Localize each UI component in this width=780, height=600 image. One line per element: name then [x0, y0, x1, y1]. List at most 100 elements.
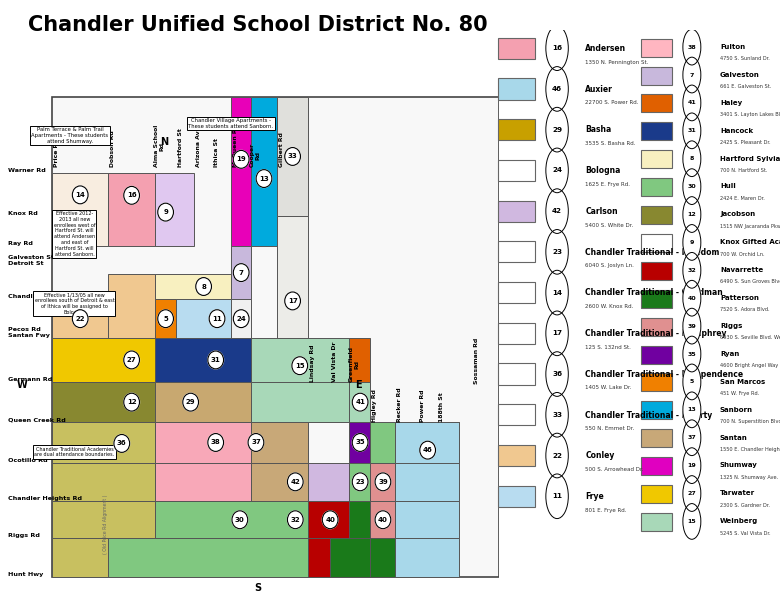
Text: 22: 22 — [552, 452, 562, 458]
Circle shape — [287, 473, 303, 491]
Circle shape — [233, 263, 249, 281]
Text: Pecos Rd
Santan Fwy: Pecos Rd Santan Fwy — [8, 327, 50, 338]
Text: 42: 42 — [552, 208, 562, 214]
Circle shape — [124, 351, 140, 369]
Text: 41: 41 — [687, 100, 697, 106]
Text: 46: 46 — [552, 86, 562, 92]
Text: McQueen Rd: McQueen Rd — [233, 124, 238, 167]
Text: Tarwater: Tarwater — [720, 490, 755, 496]
Text: Gilbert Rd: Gilbert Rd — [279, 133, 284, 167]
Bar — [176, 299, 231, 338]
Text: 24: 24 — [236, 316, 246, 322]
Bar — [641, 234, 672, 252]
Bar — [641, 485, 672, 503]
Bar — [641, 457, 672, 475]
Bar — [641, 94, 672, 112]
Text: Hunt Hwy: Hunt Hwy — [8, 572, 43, 577]
Text: Chandler Traditional - Humphrey: Chandler Traditional - Humphrey — [585, 329, 727, 338]
Text: 7: 7 — [239, 269, 243, 275]
Text: 4750 S. Sunland Dr.: 4750 S. Sunland Dr. — [720, 56, 770, 61]
Circle shape — [682, 364, 701, 400]
Bar — [641, 373, 672, 391]
Circle shape — [682, 448, 701, 484]
Text: Chandler Unified School District No. 80: Chandler Unified School District No. 80 — [27, 15, 488, 35]
Circle shape — [682, 197, 701, 232]
Bar — [498, 404, 534, 425]
Circle shape — [256, 170, 272, 187]
Text: Chandler Traditional - Freedom: Chandler Traditional - Freedom — [585, 248, 719, 257]
Text: 5: 5 — [163, 316, 168, 322]
Bar — [52, 501, 155, 538]
Text: 40: 40 — [687, 296, 697, 301]
Bar — [370, 538, 395, 577]
Bar — [251, 382, 349, 422]
Text: 19: 19 — [236, 157, 246, 163]
Text: Palm Terrace & Palm Trail
Apartments - These students
attend Shumway.: Palm Terrace & Palm Trail Apartments - T… — [31, 127, 108, 143]
Text: Riggs Rd: Riggs Rd — [8, 533, 40, 538]
Text: Hancock: Hancock — [720, 128, 753, 134]
Bar — [498, 485, 534, 507]
Text: Basha: Basha — [585, 125, 612, 134]
Text: Conley: Conley — [585, 451, 615, 460]
Bar — [641, 122, 672, 140]
Bar — [641, 290, 672, 308]
Circle shape — [285, 148, 300, 166]
Circle shape — [353, 434, 368, 451]
Circle shape — [353, 473, 368, 491]
Circle shape — [285, 292, 300, 310]
Text: Santan: Santan — [720, 434, 748, 440]
Text: 6930 S. Seville Blvd. West: 6930 S. Seville Blvd. West — [720, 335, 780, 340]
Circle shape — [682, 253, 701, 288]
Text: 5: 5 — [690, 379, 694, 385]
Text: 22700 S. Power Rd.: 22700 S. Power Rd. — [585, 100, 639, 106]
Text: 27: 27 — [127, 357, 136, 363]
Text: 38: 38 — [687, 44, 697, 50]
Text: Weinberg: Weinberg — [720, 518, 758, 524]
Bar — [641, 429, 672, 447]
Text: 37: 37 — [251, 439, 261, 445]
Text: 27: 27 — [687, 491, 697, 496]
Text: 15: 15 — [295, 362, 304, 368]
Text: 700 N. Hartford St.: 700 N. Hartford St. — [720, 168, 768, 173]
Bar — [498, 79, 534, 100]
Circle shape — [546, 107, 569, 152]
Bar — [308, 501, 349, 538]
Text: 30: 30 — [235, 517, 245, 523]
Circle shape — [682, 169, 701, 205]
Circle shape — [207, 434, 224, 451]
Text: Hartford St: Hartford St — [179, 128, 183, 167]
Bar — [52, 382, 155, 422]
Text: 2600 W. Knox Rd.: 2600 W. Knox Rd. — [585, 304, 633, 309]
Text: 12: 12 — [127, 399, 136, 405]
Text: Haley: Haley — [720, 100, 743, 106]
Text: San Marcos: San Marcos — [720, 379, 765, 385]
Circle shape — [546, 148, 569, 193]
Bar — [52, 538, 108, 577]
Bar — [370, 422, 395, 463]
Text: 500 S. Arrowhead Dr.: 500 S. Arrowhead Dr. — [585, 467, 644, 472]
Bar — [155, 501, 308, 538]
Text: 46: 46 — [423, 447, 433, 453]
Text: 1550 E. Chandler Heights Rd.: 1550 E. Chandler Heights Rd. — [720, 447, 780, 452]
Text: 7: 7 — [690, 73, 694, 77]
Bar — [641, 67, 672, 85]
Bar — [108, 173, 155, 246]
Circle shape — [682, 57, 701, 93]
Bar — [498, 119, 534, 140]
Circle shape — [546, 474, 569, 518]
Text: 451 W. Frye Rd.: 451 W. Frye Rd. — [720, 391, 759, 396]
Bar — [641, 401, 672, 419]
Text: 13: 13 — [687, 407, 697, 412]
Circle shape — [682, 308, 701, 344]
Bar — [641, 178, 672, 196]
Text: 8: 8 — [201, 284, 206, 290]
Text: Ocotillo Rd: Ocotillo Rd — [8, 458, 48, 463]
Circle shape — [682, 336, 701, 372]
Circle shape — [158, 203, 173, 221]
Text: 14: 14 — [552, 290, 562, 296]
Text: 19: 19 — [687, 463, 697, 468]
Bar — [52, 299, 108, 338]
Text: Effective 1/13/05 all new
enrollees south of Detroit & east
of Ithica will be as: Effective 1/13/05 all new enrollees sout… — [34, 292, 114, 314]
Text: Germann Rd: Germann Rd — [8, 377, 52, 382]
Text: 31: 31 — [211, 357, 221, 363]
